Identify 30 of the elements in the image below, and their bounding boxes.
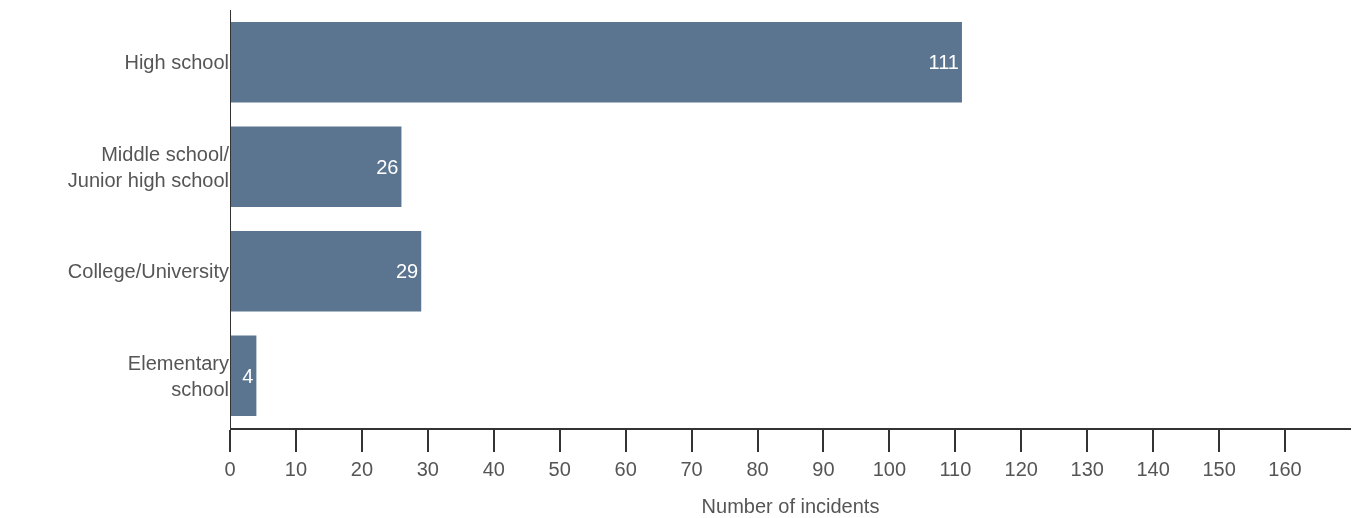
x-tick-label: 60: [614, 458, 637, 480]
x-axis-title: Number of incidents: [701, 495, 880, 517]
x-tick-label: 10: [284, 458, 308, 480]
y-tick-label: High school: [124, 51, 229, 74]
x-tick-label: 40: [482, 458, 505, 480]
x-tick-label: 80: [746, 458, 769, 480]
x-tick-label: 140: [1136, 458, 1170, 480]
x-tick-label: 0: [224, 458, 236, 480]
bar: [230, 231, 422, 312]
x-tick-label: 120: [1004, 458, 1038, 480]
data-label: 29: [395, 260, 419, 283]
x-tick-label: 50: [548, 458, 571, 480]
x-tick-label: 30: [416, 458, 439, 480]
bar: [230, 126, 402, 207]
bar: [230, 22, 962, 103]
y-tick-label: College/University: [67, 260, 229, 283]
x-tick-label: 130: [1070, 458, 1104, 480]
x-tick-label: 100: [872, 458, 907, 480]
x-tick-label: 150: [1202, 458, 1236, 480]
x-tick-label: 110: [939, 458, 972, 480]
data-label: 26: [376, 155, 399, 178]
data-label: 4: [242, 364, 254, 387]
y-tick-label: Middle school/ Junior high school: [67, 142, 230, 191]
x-tick-label: 20: [350, 458, 374, 480]
y-tick-label: Elementary school: [127, 351, 229, 400]
data-label: 111: [928, 51, 959, 74]
x-tick-label: 160: [1268, 458, 1302, 480]
x-tick-label: 70: [680, 458, 703, 480]
x-tick-label: 90: [812, 458, 835, 480]
bar: [230, 335, 257, 416]
